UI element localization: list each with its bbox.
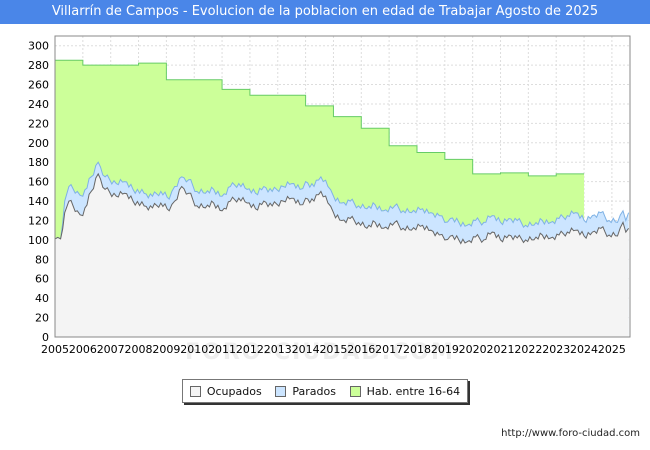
- legend-swatch-hab: [349, 385, 361, 397]
- x-tick-label: 2011: [208, 343, 236, 356]
- series-parados-line: [54, 161, 630, 240]
- y-tick-label: 160: [28, 176, 49, 189]
- x-tick-label: 2009: [152, 343, 180, 356]
- y-tick-label: 180: [28, 156, 49, 169]
- legend-label-parados: Parados: [292, 384, 336, 398]
- x-tick-label: 2005: [41, 343, 69, 356]
- legend-item-ocupados: Ocupados: [189, 384, 262, 398]
- legend-label-hab: Hab. entre 16-64: [366, 384, 461, 398]
- y-tick-label: 20: [35, 312, 49, 325]
- x-tick-label: 2019: [431, 343, 459, 356]
- x-tick-label: 2020: [459, 343, 487, 356]
- x-tick-label: 2014: [292, 343, 320, 356]
- x-tick-label: 2025: [598, 343, 626, 356]
- y-tick-label: 0: [42, 331, 49, 344]
- series-ocupados-area: [55, 173, 629, 337]
- plot-frame: [54, 35, 631, 338]
- x-tick-label: 2012: [236, 343, 264, 356]
- y-tick-label: 220: [28, 117, 49, 130]
- y-tick-label: 260: [28, 79, 49, 92]
- y-tick-label: 80: [35, 253, 49, 266]
- x-tick-label: 2013: [264, 343, 292, 356]
- y-tick-label: 200: [28, 137, 49, 150]
- watermark: FORO-CIUDAD.COM: [185, 340, 455, 365]
- x-tick-label: 2016: [347, 343, 375, 356]
- chart-title: Villarrín de Campos - Evolucion de la po…: [0, 0, 650, 24]
- x-tick-label: 2006: [69, 343, 97, 356]
- x-tick-label: 2007: [97, 343, 125, 356]
- y-tick-label: 280: [28, 59, 49, 72]
- x-tick-label: 2015: [319, 343, 347, 356]
- x-tick-label: 2008: [125, 343, 153, 356]
- legend-item-hab: Hab. entre 16-64: [349, 384, 461, 398]
- y-tick-label: 40: [35, 292, 49, 305]
- x-tick-label: 2021: [487, 343, 515, 356]
- series-ocupados-line: [54, 172, 630, 245]
- legend-swatch-parados: [275, 385, 287, 397]
- x-tick-label: 2022: [514, 343, 542, 356]
- footer-url[interactable]: http://www.foro-ciudad.com: [501, 428, 640, 439]
- x-tick-label: 2024: [570, 343, 598, 356]
- y-tick-label: 300: [28, 40, 49, 53]
- y-tick-label: 120: [28, 214, 49, 227]
- y-tick-label: 60: [35, 273, 49, 286]
- x-tick-label: 2023: [542, 343, 570, 356]
- y-tick-label: 240: [28, 98, 49, 111]
- x-tick-label: 2010: [180, 343, 208, 356]
- series-hab-line: [55, 59, 585, 177]
- legend: Ocupados Parados Hab. entre 16-64: [182, 379, 468, 403]
- x-tick-label: 2017: [375, 343, 403, 356]
- y-tick-label: 140: [28, 195, 49, 208]
- x-tick-label: 2018: [403, 343, 431, 356]
- y-tick-label: 100: [28, 234, 49, 247]
- legend-label-ocupados: Ocupados: [206, 384, 262, 398]
- legend-swatch-ocupados: [189, 385, 201, 397]
- legend-item-parados: Parados: [275, 385, 336, 398]
